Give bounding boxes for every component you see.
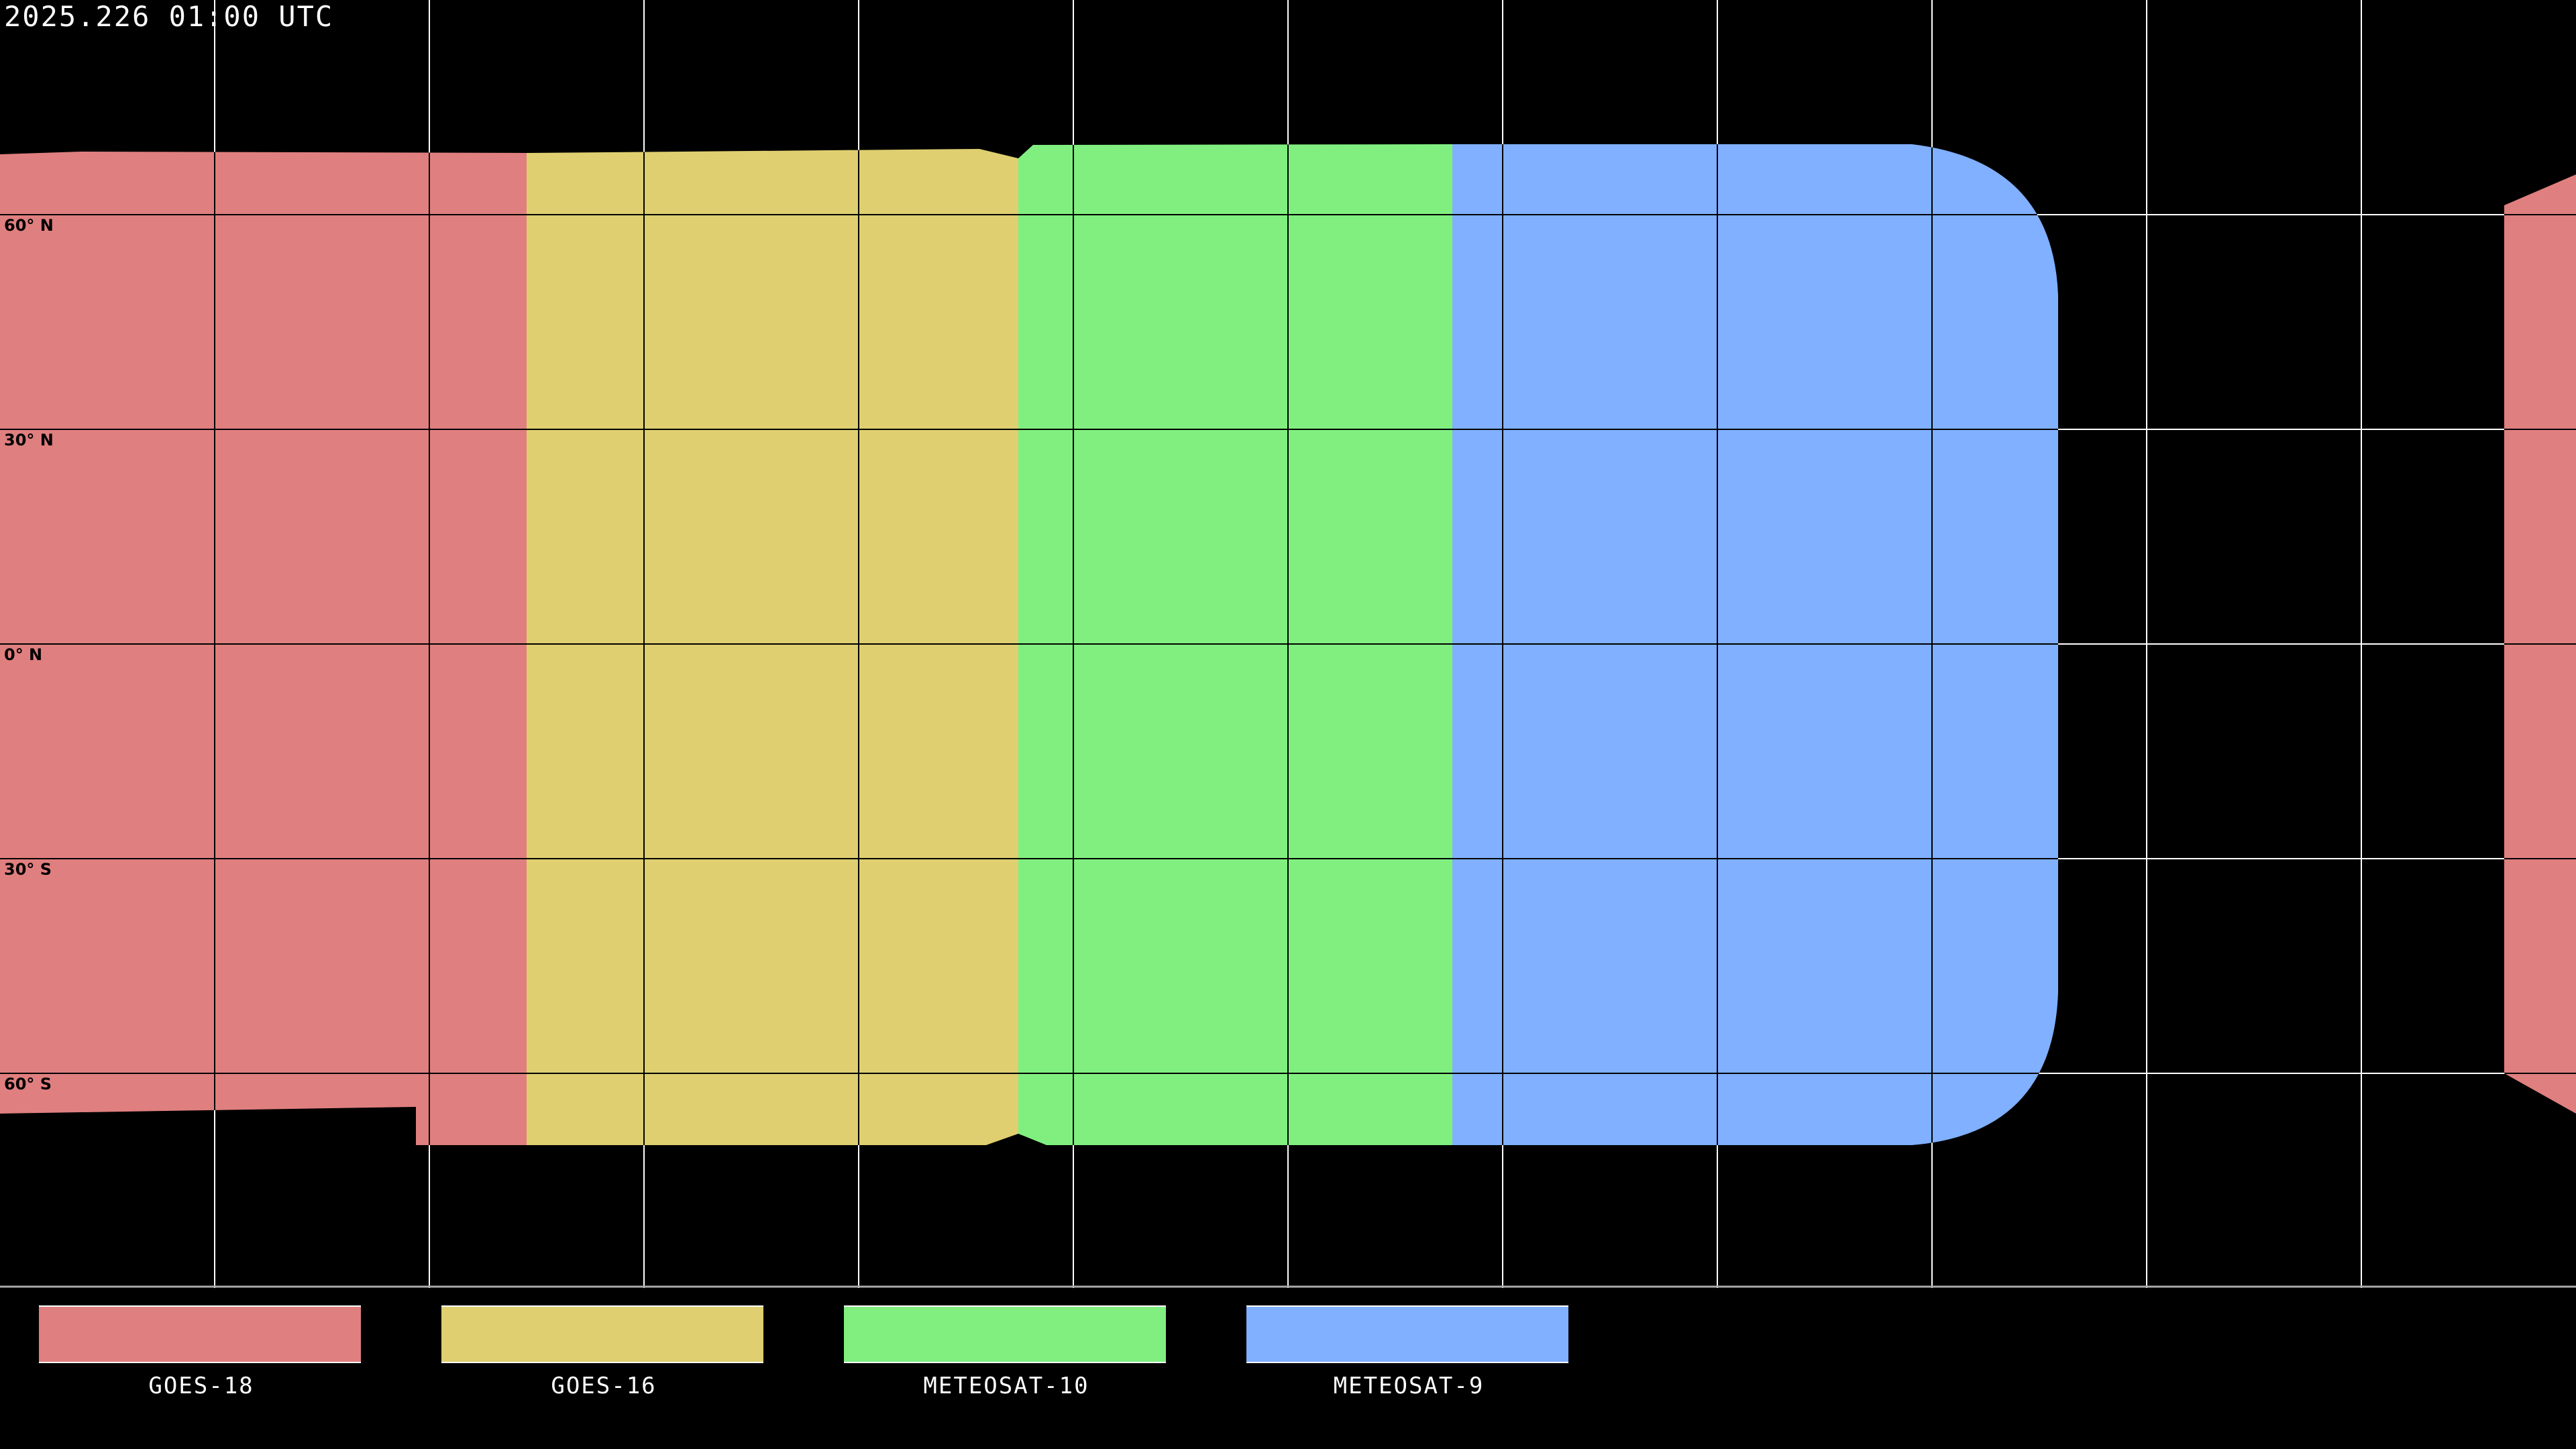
legend-item-meteosat-10: METEOSAT-10 xyxy=(844,1305,1169,1399)
legend-item-goes-18: GOES-18 xyxy=(39,1305,364,1399)
legend-label: GOES-18 xyxy=(148,1373,254,1399)
legend-swatch xyxy=(1246,1305,1568,1363)
lat-label-30n: 30° N xyxy=(4,431,54,449)
legend-label: GOES-16 xyxy=(551,1373,657,1399)
legend-swatch xyxy=(39,1305,361,1363)
lat-label-0: 0° N xyxy=(4,645,43,664)
coverage-region-goes-18 xyxy=(0,152,527,1145)
legend-label: METEOSAT-9 xyxy=(1333,1373,1485,1399)
legend-label: METEOSAT-10 xyxy=(923,1373,1089,1399)
legend-item-meteosat-9: METEOSAT-9 xyxy=(1246,1305,1571,1399)
timestamp-title: 2025.226 01:00 UTC xyxy=(4,0,334,33)
legend-swatch xyxy=(844,1305,1166,1363)
coverage-map xyxy=(0,0,2576,1288)
legend-swatch xyxy=(441,1305,763,1363)
legend-item-goes-16: GOES-16 xyxy=(441,1305,766,1399)
lat-label-60s: 60° S xyxy=(4,1075,52,1093)
lat-label-60n: 60° N xyxy=(4,216,54,235)
lat-label-30s: 30° S xyxy=(4,860,52,879)
coverage-region-goes-16 xyxy=(527,149,1018,1145)
